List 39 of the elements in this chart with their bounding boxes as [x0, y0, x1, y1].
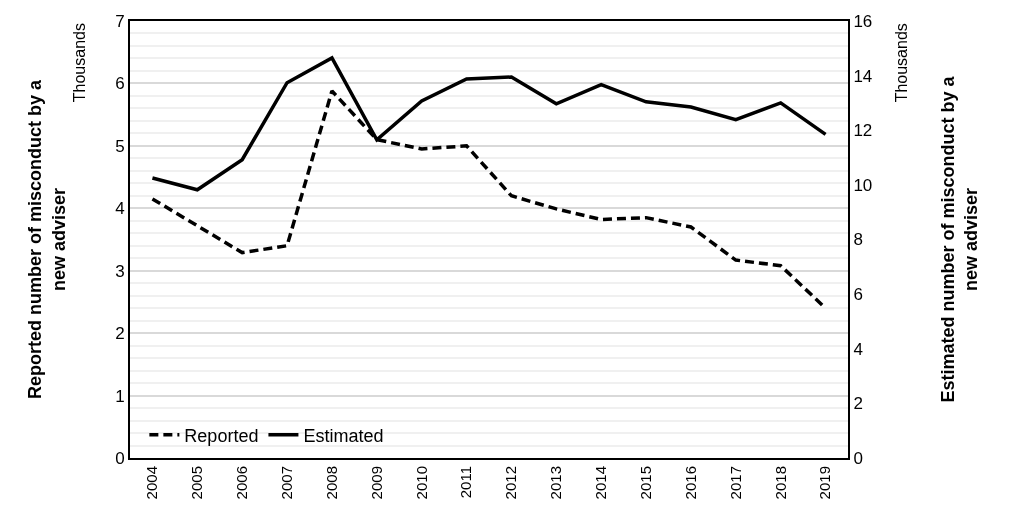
y2-tick-label: 2 — [853, 394, 863, 414]
y2-tick-label: 4 — [853, 339, 863, 359]
x-tick-label: 2012 — [502, 466, 520, 500]
y-tick-label: 4 — [115, 199, 125, 219]
y2-tick-label: 12 — [853, 121, 873, 141]
y-tick-label: 2 — [115, 324, 125, 344]
x-tick-label: 2008 — [322, 466, 340, 500]
y2-tick-label: 0 — [853, 448, 863, 468]
text: Thousands — [893, 23, 911, 103]
x-tick-label: 2010 — [412, 466, 430, 500]
x-tick-label: 2017 — [726, 466, 744, 500]
y2-tick-label: 10 — [853, 175, 873, 195]
y-tick-label: 5 — [115, 136, 125, 156]
x-tick-label: 2007 — [277, 466, 295, 500]
legend-label: Reported — [184, 425, 259, 446]
legend-label: Estimated — [303, 425, 384, 446]
y2-tick-label: 8 — [853, 230, 863, 250]
x-tick-label: 2011 — [457, 466, 475, 499]
x-tick-label: 2018 — [771, 466, 789, 500]
y-tick-label: 0 — [115, 448, 125, 468]
x-tick-label: 2004 — [143, 466, 161, 500]
y-tick-label: 3 — [115, 261, 125, 281]
y-tick-label: 1 — [115, 386, 125, 406]
y2-tick-label: 16 — [853, 11, 873, 31]
x-tick-label: 2015 — [636, 466, 654, 500]
x-tick-label: 2013 — [547, 466, 565, 500]
x-tick-label: 2016 — [681, 466, 699, 500]
y2-tick-label: 14 — [853, 66, 873, 86]
x-tick-label: 2005 — [188, 466, 206, 500]
x-tick-label: 2014 — [592, 466, 610, 500]
x-tick-label: 2009 — [367, 466, 385, 500]
y2-axis-title: Estimated number of misconduct by a new adviser — [937, 75, 982, 403]
x-tick-label: 2006 — [233, 466, 251, 500]
x-tick-label: 2019 — [816, 466, 834, 500]
text: Thousands — [71, 23, 89, 103]
y-tick-label: 7 — [115, 11, 125, 31]
y2-tick-label: 6 — [853, 285, 863, 305]
y-axis-title: Reported number of misconduct by a new adviser — [25, 79, 69, 400]
y-tick-label: 6 — [115, 74, 125, 94]
